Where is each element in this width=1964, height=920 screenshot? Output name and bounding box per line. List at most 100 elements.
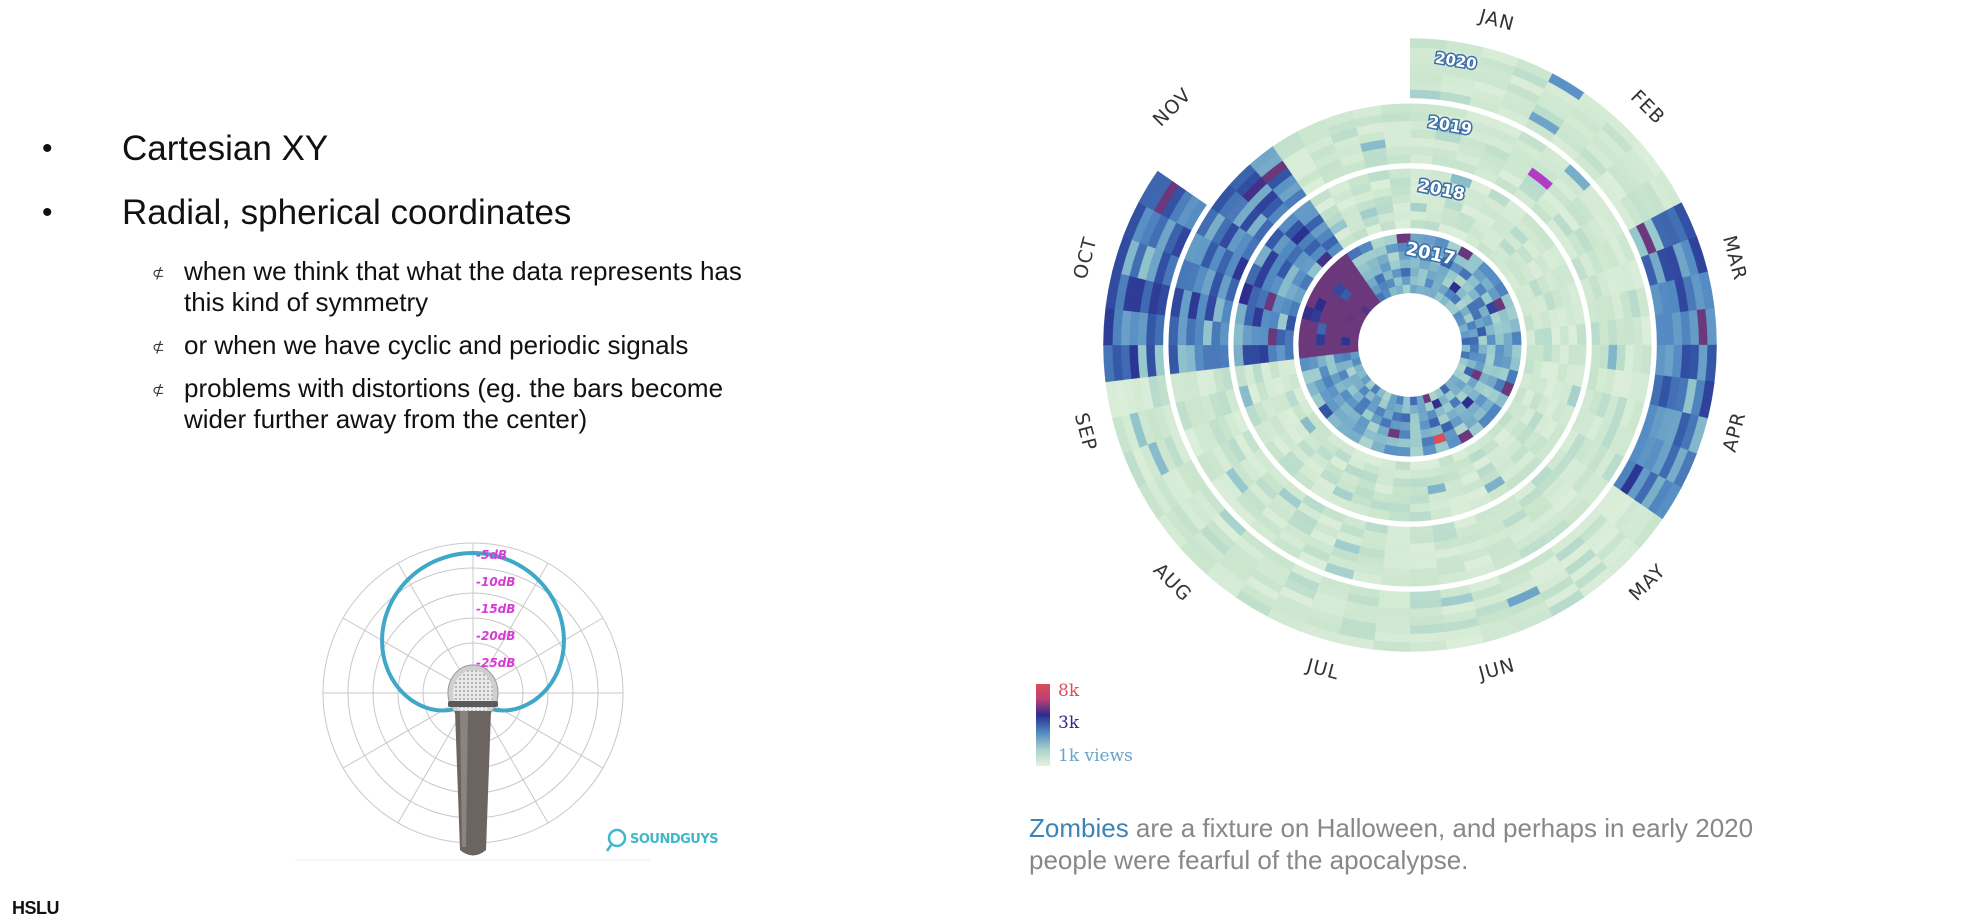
heatmap-cell: [1298, 344, 1309, 359]
color-legend: 8k 3k 1k views: [1036, 681, 1156, 766]
heatmap-cell: [1396, 446, 1411, 457]
heatmap-cell: [1534, 328, 1545, 346]
year-separator: [1228, 163, 1592, 527]
heatmap-cell: [1401, 404, 1411, 415]
heatmap-cell: [1400, 266, 1411, 277]
chart-caption: Zombies are a fixture on Halloween, and …: [1029, 812, 1829, 876]
bullet-list: • Cartesian XY • Radial, spherical coord…: [42, 128, 922, 447]
bullet-text: Cartesian XY: [122, 129, 329, 168]
sub-bullet-line: when we think that what the data represe…: [184, 256, 742, 286]
month-label: OCT: [1069, 235, 1101, 282]
sub-bullet-line: or when we have cyclic and periodic sign…: [184, 330, 689, 360]
heatmap-cell: [1503, 332, 1514, 346]
caption-highlight: Zombies: [1029, 813, 1129, 843]
month-label: AUG: [1149, 559, 1196, 606]
month-label: JUN: [1475, 654, 1517, 685]
heatmap-cell: [1503, 344, 1514, 358]
heatmap-cell: [1640, 315, 1652, 346]
sub-bullet-symmetry: ⊄ when we think that what the data repre…: [0, 256, 922, 318]
heatmap-cell: [1306, 332, 1317, 346]
heatmap-cell: [1409, 275, 1419, 286]
hslu-logo: HSLU: [12, 898, 60, 918]
legend-gradient: [1036, 684, 1050, 766]
heatmap-cell: [1576, 323, 1587, 346]
sub-bullet-symbol: ⊄: [152, 339, 165, 356]
empty-wedge: [1149, 29, 1410, 207]
sub-bullet-line: problems with distortions (eg. the bars …: [184, 373, 724, 403]
heatmap-cell: [1486, 344, 1497, 356]
heatmap-cell: [1409, 218, 1426, 230]
heatmap-cell: [1348, 344, 1359, 353]
heatmap-cell: [1400, 413, 1411, 424]
heatmap-cell: [1388, 511, 1411, 522]
legend-3k: 3k: [1058, 713, 1080, 733]
bullet-symbol: •: [42, 196, 53, 229]
heatmap-cell: [1340, 344, 1351, 354]
heatmap-cell: [1399, 258, 1411, 269]
heatmap-cell: [1511, 344, 1522, 359]
heatmap-cell: [1168, 315, 1180, 346]
month-label: MAR: [1718, 233, 1751, 283]
month-label: JAN: [1476, 5, 1517, 36]
heatmap-cell: [1397, 438, 1411, 449]
heatmap-cells: [1103, 38, 1717, 652]
heatmap-cell: [1168, 344, 1180, 375]
heatmap-cell: [1409, 413, 1420, 424]
heatmap-cell: [1409, 460, 1426, 472]
heatmap-cell: [1323, 344, 1334, 356]
heatmap-cell: [1380, 575, 1411, 587]
heatmap-cell: [1283, 344, 1295, 361]
heatmap-cell: [1511, 331, 1522, 346]
year-separator: [1293, 228, 1527, 462]
bullet-cartesian: • Cartesian XY: [42, 128, 922, 170]
ring-label: -15dB: [476, 602, 515, 616]
heatmap-cell: [1388, 168, 1411, 179]
heatmap-cell: [1494, 344, 1505, 357]
month-label: FEB: [1626, 86, 1669, 129]
heatmap-cell: [1315, 333, 1326, 346]
heatmap-cell: [1331, 344, 1342, 355]
heatmap-cell: [1306, 344, 1317, 358]
month-label: JUL: [1303, 654, 1342, 684]
heatmap-cell: [1469, 336, 1480, 346]
heatmap-cell: [1409, 438, 1423, 449]
soundguys-logo-icon: [605, 828, 627, 852]
bullet-text: Radial, spherical coordinates: [122, 193, 572, 232]
sub-bullet-line: this kind of symmetry: [184, 287, 429, 317]
heatmap-cell: [1409, 404, 1419, 415]
heatmap-cell: [1399, 421, 1411, 432]
sub-bullet-symbol: ⊄: [152, 265, 165, 282]
legend-1k: 1k views: [1058, 746, 1133, 766]
heatmap-cell: [1315, 344, 1326, 357]
heatmap-cell: [1525, 329, 1537, 346]
heatmap-cell: [1409, 575, 1440, 587]
heatmap-cell: [1409, 511, 1432, 522]
heatmap-cell: [1233, 323, 1244, 346]
heatmap-cell: [1402, 283, 1411, 294]
bullet-symbol: •: [42, 132, 53, 165]
ring-label: -25dB: [476, 656, 515, 670]
sub-bullet-distortion: ⊄ problems with distortions (eg. the bar…: [0, 373, 922, 435]
heatmap-cell: [1494, 333, 1505, 346]
heatmap-cell: [1640, 344, 1652, 375]
heatmap-cell: [1298, 331, 1309, 346]
ring-label: -5dB: [476, 548, 507, 562]
ring-label: -20dB: [476, 629, 515, 643]
heatmap-cell: [1283, 329, 1295, 346]
heatmap-cell: [1409, 421, 1421, 432]
heatmap-cell: [1393, 210, 1411, 221]
sub-bullet-symbol: ⊄: [152, 382, 165, 399]
heatmap-cell: [1525, 344, 1537, 361]
caption-text: are a fixture on Halloween, and perhaps …: [1029, 813, 1754, 875]
heatmap-cell: [1331, 335, 1342, 346]
heatmap-cell: [1409, 469, 1427, 480]
heatmap-cell: [1409, 266, 1420, 277]
month-label: APR: [1719, 409, 1751, 454]
year-separators: [1149, 29, 1657, 592]
heatmap-cell: [1576, 344, 1587, 367]
heatmap-cell: [1275, 344, 1286, 362]
heatmap-cell: [1394, 218, 1411, 230]
sub-bullet-line: wider further away from the center): [184, 404, 588, 434]
bullet-radial: • Radial, spherical coordinates: [42, 192, 922, 234]
